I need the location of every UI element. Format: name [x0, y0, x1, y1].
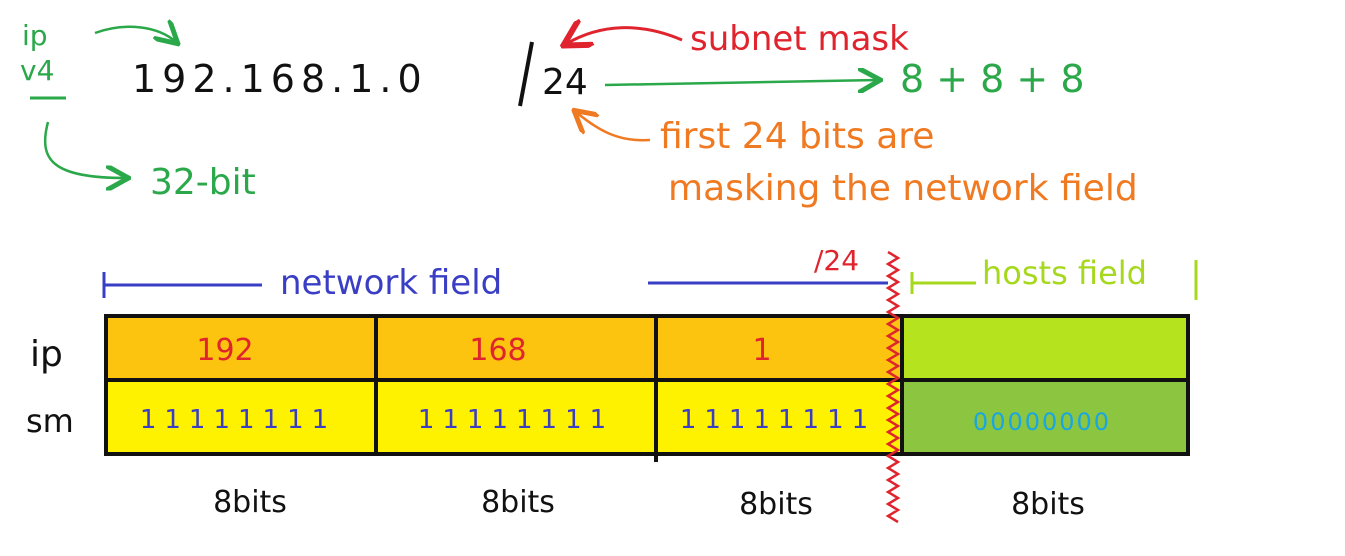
ip-octet-2: 168: [469, 333, 526, 368]
note-line-2: masking the network field: [668, 168, 1138, 209]
bits-label-3: 8bits: [739, 487, 813, 522]
mask-octet-3: 11111111: [680, 405, 876, 435]
ip-cell-3: [656, 316, 902, 380]
bits-label-4: 8bits: [1011, 487, 1085, 522]
table-border: [104, 314, 1190, 456]
note-line-1: first 24 bits are: [660, 116, 934, 157]
subnet-mask-label: subnet mask: [690, 19, 909, 59]
row-label-sm: sm: [26, 402, 74, 440]
mask-cell-4: [902, 380, 1188, 454]
ip-octet-1: 192: [196, 333, 253, 368]
slash-mark: [518, 41, 534, 107]
mask-octet-4: 00000000: [973, 408, 1111, 436]
prefix-value: 24: [542, 62, 588, 103]
v4-label: v4: [20, 54, 54, 87]
hosts-field-label: hosts field: [982, 254, 1147, 292]
ip-label: ip: [22, 19, 48, 52]
mask-octet-2: 11111111: [418, 405, 614, 435]
subnet-mask-arrow: [566, 28, 683, 44]
sum-label: 8 + 8 + 8: [900, 57, 1085, 101]
network-field-label: network field: [280, 263, 502, 303]
32-bit-label: 32-bit: [150, 162, 256, 203]
bits-label-1: 8bits: [213, 485, 287, 520]
mask-cell-2: [376, 380, 656, 454]
bits-label-2: 8bits: [481, 485, 555, 520]
ip-cell-4: [902, 316, 1188, 380]
sum-arrow: [604, 80, 878, 85]
ip-address: 192.168.1.0: [132, 57, 428, 101]
ip-cell-2: [376, 316, 656, 380]
boundary-squiggle: [885, 250, 901, 524]
mask-cell-1: [106, 380, 376, 454]
boundary-label: /24: [814, 244, 859, 277]
row-label-ip: ip: [30, 334, 63, 375]
bits-arrow: [43, 121, 126, 178]
ip-cell-1: [106, 316, 376, 380]
ip-arrow: [94, 27, 176, 42]
ip-octet-3: 1: [752, 333, 771, 368]
mask-octet-1: 11111111: [140, 405, 336, 435]
mask-cell-3: [656, 380, 902, 454]
note-arrow: [576, 112, 651, 142]
